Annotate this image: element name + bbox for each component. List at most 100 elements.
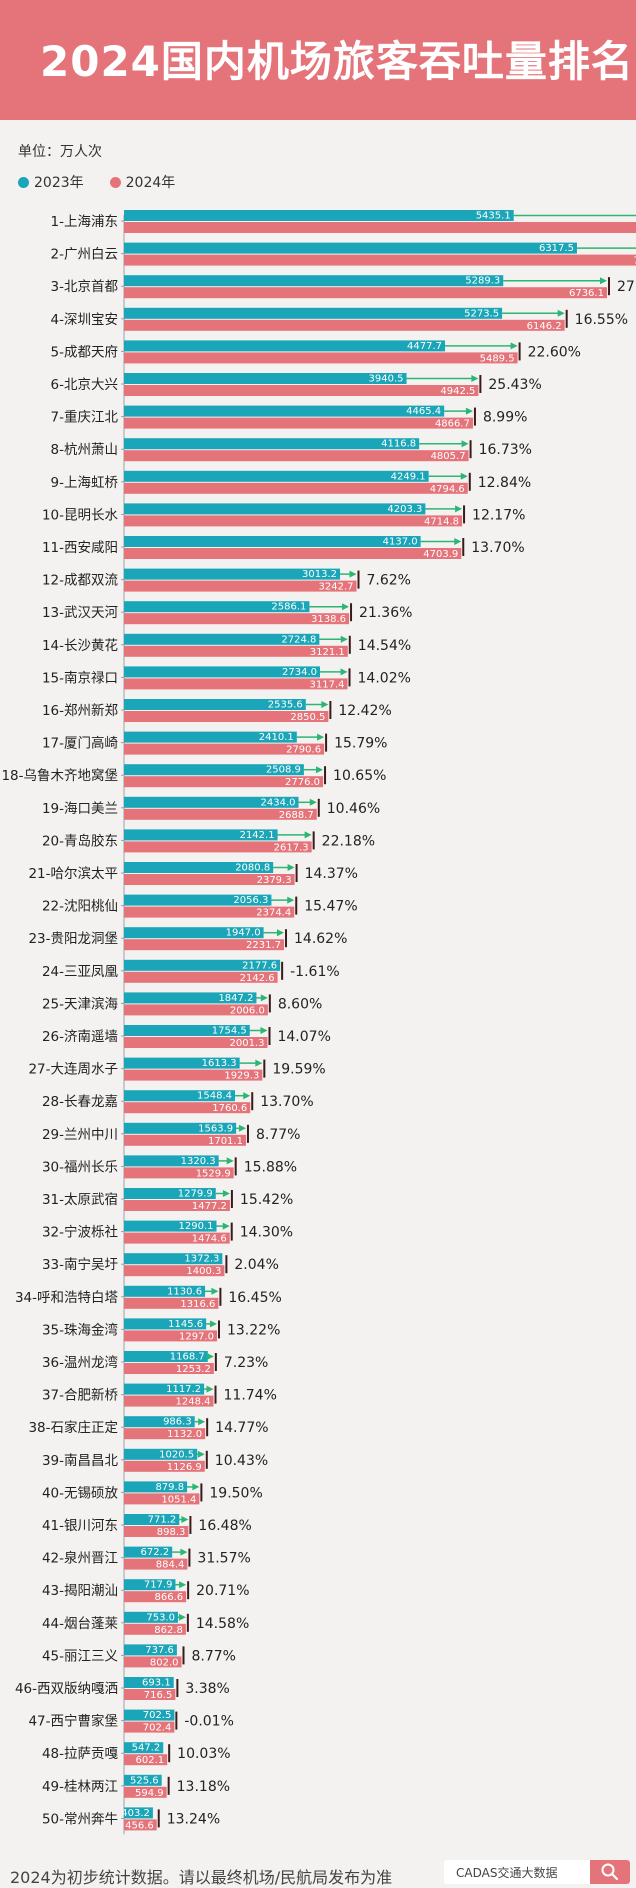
search-button[interactable]: [590, 1860, 630, 1884]
value-label-2023: 2410.1: [259, 732, 294, 743]
value-label-2024: 2374.4: [256, 908, 291, 919]
value-label-2024: 702.4: [143, 1723, 172, 1734]
bar-2023: [124, 927, 264, 939]
growth-label: 14.02%: [358, 670, 411, 686]
bar-2023: [124, 210, 514, 221]
growth-marker: [176, 1679, 179, 1697]
value-label-2024: 1929.3: [224, 1071, 259, 1082]
bar-2023: [124, 1351, 208, 1362]
value-label-2023: 2434.0: [261, 797, 296, 808]
value-label-2023: 717.9: [144, 1580, 173, 1591]
category-label: 18-乌鲁木齐地窝堡: [1, 767, 118, 784]
value-label-2023: 1320.3: [181, 1156, 216, 1167]
bar-2024: [124, 743, 325, 755]
value-label-2023: 6317.5: [539, 243, 574, 254]
category-label: 13-武汉天河: [42, 605, 119, 621]
growth-label: 21.36%: [359, 605, 412, 621]
category-label: 26-济南遥墙: [42, 1029, 118, 1045]
value-label-2024: 1297.0: [179, 1331, 214, 1342]
bar-2024: [124, 1200, 230, 1211]
bar-2023: [124, 1514, 180, 1525]
category-label: 41-银川河东: [42, 1518, 118, 1534]
bar-2024: [124, 1232, 230, 1244]
category-label: 39-南昌昌北: [42, 1453, 119, 1469]
bar-2024: [124, 1134, 246, 1146]
value-label-2023: 2056.3: [233, 895, 268, 906]
value-label-2023: 2535.6: [268, 700, 303, 711]
growth-marker: [186, 1613, 189, 1632]
footer-note: 2024为初步统计数据。请以最终机场/民航局发布为准: [10, 1868, 393, 1887]
value-label-2023: 5289.3: [465, 276, 500, 287]
value-label-2024: 1132.0: [167, 1429, 202, 1440]
page-title: 2024国内机场旅客吞吐量排名: [40, 36, 634, 86]
category-label: 22-沈阳桃仙: [42, 899, 118, 915]
value-label-2023: 4137.0: [383, 537, 418, 548]
value-label-2023: 753.0: [146, 1612, 175, 1623]
value-label-2024: 716.5: [144, 1690, 173, 1701]
bar-2023: [124, 959, 281, 971]
value-label-2023: 2734.0: [282, 667, 317, 678]
growth-label: 13.70%: [260, 1094, 313, 1110]
value-label-2023: 1548.4: [197, 1091, 232, 1102]
growth-label: 14.62%: [294, 931, 347, 947]
bar-2023: [124, 666, 321, 678]
bar-2024: [124, 1623, 186, 1635]
bar-2023: [124, 764, 304, 776]
value-label-2023: 2142.1: [240, 830, 275, 841]
bar-2023: [124, 1188, 216, 1199]
growth-label: 8.60%: [278, 996, 322, 1012]
growth-marker: [324, 766, 327, 785]
growth-label: 15.88%: [244, 1159, 297, 1175]
growth-marker: [263, 1059, 266, 1078]
bar-2024: [124, 1656, 182, 1668]
category-label: 50-常州奔牛: [42, 1811, 118, 1827]
bar-2024: [124, 287, 607, 299]
growth-arrow-head: [304, 831, 312, 839]
growth-label: 16.73%: [479, 442, 532, 458]
brand-badge[interactable]: CADAS交通大数据: [444, 1860, 630, 1884]
value-label-2024: 594.9: [135, 1788, 164, 1799]
growth-arrow-head: [309, 798, 317, 806]
growth-marker: [518, 342, 521, 361]
growth-arrow-head: [321, 701, 329, 708]
value-label-2024: 1316.6: [180, 1299, 215, 1310]
growth-marker: [295, 896, 298, 915]
value-label-2023: 1117.2: [166, 1384, 201, 1395]
growth-label: 8.77%: [256, 1127, 300, 1143]
value-label-2023: 693.1: [142, 1678, 171, 1689]
growth-marker: [357, 570, 360, 589]
growth-label: -0.01%: [184, 1714, 234, 1730]
growth-arrow-head: [192, 1483, 200, 1491]
bar-2024: [124, 1330, 217, 1342]
value-label-2024: 4866.7: [435, 419, 470, 430]
value-label-2023: 4477.7: [407, 341, 442, 352]
growth-arrow-head: [260, 1027, 268, 1034]
value-label-2023: 4465.4: [406, 406, 441, 417]
bar-2024: [124, 450, 469, 462]
value-label-2023: 1613.3: [202, 1058, 237, 1069]
growth-marker: [187, 1581, 190, 1600]
bar-2023: [124, 1481, 188, 1493]
growth-label: 22.18%: [322, 833, 375, 849]
bar-2023: [124, 1611, 178, 1623]
bar-2023: [124, 307, 503, 319]
category-label: 45-丽江三义: [42, 1648, 118, 1664]
growth-label: 12.84%: [478, 475, 531, 491]
growth-marker: [463, 505, 466, 524]
growth-label: 10.03%: [177, 1746, 230, 1762]
bar-2024: [124, 548, 462, 559]
bar-2023: [124, 373, 407, 384]
category-label: 28-长春龙嘉: [42, 1094, 118, 1110]
bar-2024: [124, 515, 463, 527]
bar-2024: [124, 319, 565, 331]
category-label: 12-成都双流: [42, 573, 119, 589]
bar-2024: [124, 613, 350, 625]
growth-label: 19.59%: [272, 1062, 325, 1078]
growth-arrow-head: [222, 1190, 230, 1197]
value-label-2024: 4794.6: [430, 484, 465, 495]
category-label: 40-无锡硕放: [42, 1485, 119, 1501]
search-icon: [601, 1863, 619, 1881]
bar-2023: [124, 1546, 173, 1558]
growth-label: 13.24%: [167, 1811, 220, 1827]
value-label-2024: 3242.7: [319, 582, 354, 593]
